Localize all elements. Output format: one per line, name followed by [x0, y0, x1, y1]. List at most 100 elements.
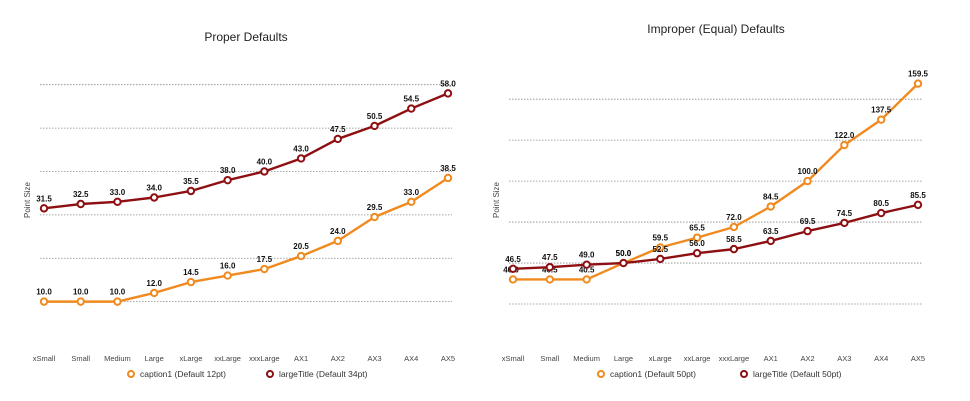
data-label: 52.5: [652, 245, 668, 254]
legend-marker: [266, 370, 274, 378]
data-point: [260, 264, 269, 274]
data-point: [729, 244, 739, 254]
x-tick-label: xSmall: [502, 354, 525, 363]
x-tick-label: Small: [540, 354, 559, 363]
data-label: 40.0: [257, 157, 273, 166]
series-largetitle: 46.5 47.5 49.0 50.0 52.5 56.0 58.5 63.5 69.5 74.5…: [505, 191, 926, 273]
data-label: 38.0: [220, 166, 236, 175]
legend-item: caption1 (Default 50pt): [597, 369, 696, 379]
data-point: [149, 288, 159, 298]
x-tick-label: Large: [614, 354, 633, 363]
data-point: [876, 208, 886, 218]
series-line: [44, 176, 449, 303]
x-tick-label: AX1: [294, 354, 308, 363]
data-label: 47.5: [330, 125, 346, 134]
data-label: 49.0: [579, 251, 595, 260]
data-point: [76, 199, 85, 209]
chart-title: Improper (Equal) Defaults: [647, 22, 784, 36]
data-point: [692, 233, 702, 242]
data-label: 72.0: [726, 213, 742, 222]
x-tick-label: xLarge: [649, 354, 672, 363]
data-label: 10.0: [36, 288, 52, 297]
data-point: [545, 275, 555, 284]
data-label: 20.5: [293, 242, 309, 251]
data-label: 50.0: [616, 249, 632, 258]
data-label: 80.5: [873, 199, 889, 208]
data-point: [840, 140, 849, 150]
data-point: [296, 154, 306, 163]
series-largetitle: 31.5 32.5 33.0 34.0 35.5 38.0 40.0 43.0 47.5 50.5…: [36, 79, 456, 213]
data-point: [729, 222, 739, 232]
data-label: 38.5: [440, 164, 456, 173]
data-point: [876, 115, 886, 124]
data-label: 43.0: [293, 144, 309, 153]
x-tick-label: Large: [145, 354, 164, 363]
data-point: [76, 297, 85, 306]
data-point: [113, 197, 122, 207]
legend-item: largeTitle (Default 50pt): [740, 369, 842, 379]
data-point: [913, 79, 923, 88]
data-label: 50.0: [616, 249, 632, 258]
data-label: 59.5: [652, 233, 668, 242]
data-label: 31.5: [36, 194, 52, 203]
data-point: [186, 277, 196, 287]
x-tick-label: AX5: [441, 354, 455, 363]
x-tick-label: xxLarge: [684, 354, 711, 363]
data-label: 100.0: [798, 167, 819, 176]
x-tick-label: Small: [71, 354, 90, 363]
data-label: 14.5: [183, 268, 199, 277]
data-label: 47.5: [542, 253, 558, 262]
x-tick-label: AX2: [800, 354, 814, 363]
data-label: 16.0: [220, 262, 236, 271]
data-point: [582, 275, 591, 284]
data-point: [407, 197, 416, 207]
data-label: 69.5: [800, 217, 816, 226]
y-axis-label: Point Size: [492, 181, 501, 218]
data-point: [913, 200, 923, 210]
series-line: [513, 82, 919, 281]
data-point: [407, 104, 416, 113]
x-tick-label: xSmall: [33, 354, 56, 363]
y-axis-label: Point Size: [23, 181, 32, 218]
data-label: 84.5: [763, 193, 779, 202]
x-tick-label: AX4: [874, 354, 888, 363]
x-tick-label: AX2: [331, 354, 345, 363]
x-tick-label: AX3: [837, 354, 851, 363]
data-label: 58.5: [726, 235, 742, 244]
x-tick-label: AX5: [911, 354, 925, 363]
data-point: [619, 258, 628, 268]
legend-marker: [597, 370, 605, 378]
data-point: [223, 271, 232, 280]
data-label: 17.5: [257, 255, 273, 264]
data-label: 74.5: [837, 209, 853, 218]
x-tick-label: xLarge: [179, 354, 202, 363]
data-label: 159.5: [908, 70, 929, 79]
data-point: [370, 121, 379, 131]
data-label: 12.0: [146, 279, 162, 288]
data-label: 137.5: [871, 106, 892, 115]
x-tick-label: Medium: [573, 354, 600, 363]
data-point: [149, 193, 159, 202]
x-tick-label: xxxLarge: [249, 354, 279, 363]
chart-title: Proper Defaults: [204, 30, 287, 44]
series-caption1: 10.0 10.0 10.0 12.0 14.5 16.0 17.5 20.5 24.0 29.5…: [36, 164, 456, 306]
data-point: [508, 264, 518, 273]
x-tick-label: AX4: [404, 354, 418, 363]
data-point: [186, 186, 196, 196]
legend-item: caption1 (Default 12pt): [127, 369, 226, 379]
data-label: 58.0: [440, 79, 456, 88]
data-label: 56.0: [689, 239, 705, 248]
data-point: [582, 260, 591, 269]
series-line: [512, 203, 919, 270]
data-point: [766, 236, 775, 246]
data-point: [39, 204, 49, 213]
data-point: [296, 251, 306, 261]
x-tick-label: AX3: [367, 354, 381, 363]
data-point: [370, 212, 379, 222]
data-point: [113, 297, 122, 306]
data-point: [333, 236, 343, 246]
data-label: 50.5: [367, 112, 383, 121]
data-label: 63.5: [763, 227, 779, 236]
data-label: 46.5: [505, 255, 521, 264]
legend-label: caption1 (Default 50pt): [610, 369, 696, 379]
